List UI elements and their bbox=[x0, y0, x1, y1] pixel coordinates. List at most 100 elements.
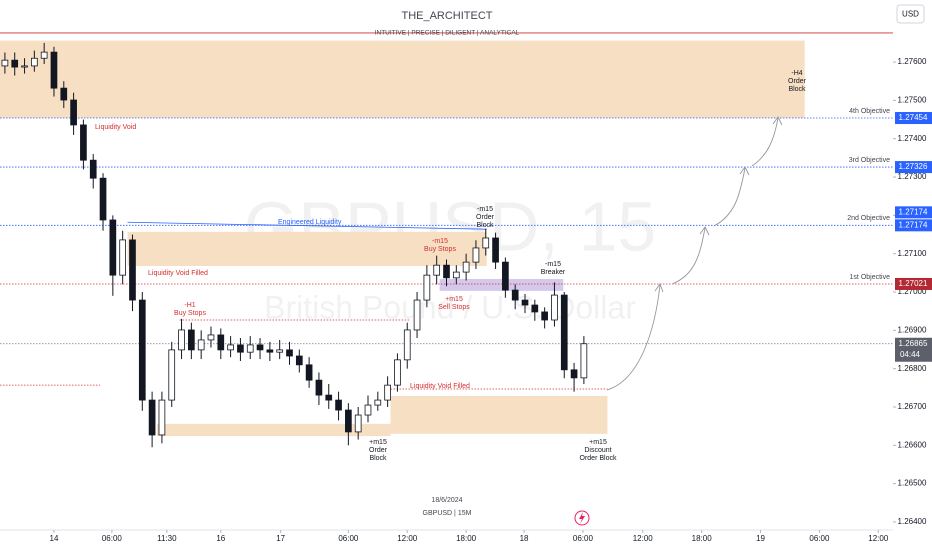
plot: 4th Objective 3rd Objective 2nd Objective 1… bbox=[0, 32, 893, 462]
annotation: -m15 bbox=[545, 261, 561, 268]
y-tick-label: 1.26400 bbox=[898, 517, 927, 526]
annotation: Liquidity Void Filled bbox=[148, 270, 208, 277]
date-label: 18/6/2024 bbox=[431, 497, 462, 504]
y-tick-label: 1.27500 bbox=[898, 96, 927, 105]
candle-body bbox=[580, 343, 588, 379]
candle-body bbox=[551, 294, 558, 321]
annotation: Block bbox=[476, 222, 494, 229]
annotation: Order bbox=[476, 214, 495, 221]
candle-body bbox=[452, 271, 460, 279]
candle-body bbox=[345, 409, 352, 433]
price-tag-label: 1.27454 bbox=[899, 113, 928, 122]
x-tick-label: 17 bbox=[276, 534, 285, 543]
annotation: Breaker bbox=[541, 269, 566, 276]
candle-body bbox=[50, 51, 58, 89]
annotation: +m15 bbox=[589, 439, 607, 446]
candle-body bbox=[502, 261, 509, 291]
candle-body bbox=[433, 264, 441, 276]
candle-body bbox=[1, 59, 9, 67]
axis-layer: 1.26400 1.26500 1.26600 1.26700 1.26800 1.269… bbox=[50, 57, 932, 543]
candle-body bbox=[462, 261, 470, 273]
price-tag-label: 1.27174 bbox=[899, 207, 928, 216]
annotation: +m15 bbox=[445, 296, 463, 303]
x-tick-label: 16 bbox=[216, 534, 225, 543]
candle-body bbox=[11, 59, 19, 68]
currency-box[interactable] bbox=[896, 4, 925, 24]
zone bbox=[0, 40, 805, 119]
y-tick-label: 1.26600 bbox=[898, 440, 927, 449]
candle-body bbox=[315, 379, 323, 396]
candle-body bbox=[364, 404, 372, 416]
candle-body bbox=[99, 177, 107, 221]
candle-body bbox=[295, 355, 303, 366]
candle-body bbox=[413, 299, 421, 331]
zone bbox=[390, 395, 608, 434]
candle-body bbox=[541, 311, 548, 321]
candle-body bbox=[276, 349, 284, 353]
x-tick-label: 14 bbox=[50, 534, 59, 543]
y-tick-label: 1.26700 bbox=[898, 402, 927, 411]
logo-bolt bbox=[579, 512, 585, 524]
y-tick-label: 1.26800 bbox=[898, 364, 927, 373]
candle-body bbox=[21, 65, 28, 68]
candle-body bbox=[384, 384, 391, 401]
candle-body bbox=[403, 329, 411, 361]
candle-body bbox=[178, 329, 185, 351]
y-tick-label: 1.26500 bbox=[898, 479, 927, 488]
candle-body bbox=[60, 87, 68, 101]
candle-body bbox=[482, 237, 490, 249]
candle-body bbox=[266, 349, 274, 353]
currency: USD bbox=[902, 10, 919, 19]
candle-body bbox=[138, 299, 146, 401]
annotation: Liquidity Void bbox=[95, 124, 136, 131]
objective-label: 4th Objective bbox=[849, 108, 890, 115]
candle-body bbox=[31, 57, 38, 67]
candle-body bbox=[472, 247, 480, 263]
candle-body bbox=[148, 399, 156, 436]
price-tag bbox=[895, 112, 932, 125]
price-tag-label: 1.27021 bbox=[899, 279, 928, 288]
annotation: -m15 bbox=[477, 206, 493, 213]
y-tick-label: 1.27100 bbox=[898, 249, 927, 258]
objective-label: 3rd Objective bbox=[849, 157, 890, 164]
x-tick-label: 06:00 bbox=[573, 534, 594, 543]
candle-body bbox=[168, 349, 176, 401]
x-tick-label: 19 bbox=[756, 534, 765, 543]
candle-body bbox=[119, 239, 127, 276]
candle-body bbox=[511, 289, 519, 301]
candle-body bbox=[70, 99, 77, 126]
price-tag bbox=[895, 206, 932, 219]
zone bbox=[439, 278, 564, 291]
objective-label: 2nd Objective bbox=[847, 215, 890, 222]
price-tag-countdown: 04:44 bbox=[900, 350, 921, 359]
annotation: Buy Stops bbox=[174, 310, 206, 317]
x-tick-label: 18:00 bbox=[692, 534, 713, 543]
price-tag-label: 1.27174 bbox=[899, 220, 928, 229]
price-tag bbox=[895, 337, 932, 362]
symbol-label: GBPUSD | 15M bbox=[423, 510, 472, 517]
candle-body bbox=[40, 51, 48, 59]
candle-body bbox=[492, 237, 499, 263]
candle-body bbox=[80, 124, 87, 161]
x-tick-label: 12:00 bbox=[397, 534, 418, 543]
candle-body bbox=[237, 344, 244, 353]
candle-body bbox=[531, 304, 539, 313]
annotation: Liquidity Void Filled bbox=[410, 383, 470, 390]
candle-body bbox=[286, 349, 293, 357]
candle-body bbox=[109, 219, 117, 276]
annotation: -H1 bbox=[184, 302, 195, 309]
objective-label: 1st Objective bbox=[850, 274, 891, 281]
candle-body bbox=[246, 344, 254, 353]
candle-body bbox=[89, 159, 97, 179]
candle-body bbox=[335, 399, 342, 411]
candle-body bbox=[394, 359, 401, 386]
title: THE_ARCHITECT bbox=[401, 10, 492, 22]
price-axis bbox=[893, 0, 932, 550]
watermark-sub: British Pound / U.S. Dollar bbox=[264, 289, 636, 325]
annotation: Block bbox=[369, 455, 387, 462]
candle-body bbox=[305, 364, 313, 381]
candle-body bbox=[560, 294, 568, 371]
candle-body bbox=[256, 344, 264, 351]
candle-body bbox=[188, 329, 195, 351]
